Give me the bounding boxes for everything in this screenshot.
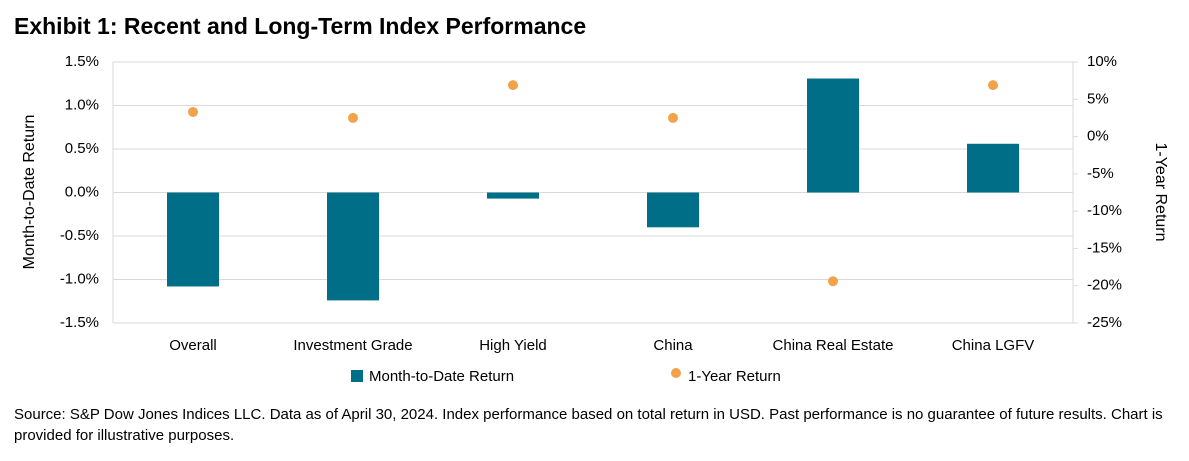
- y2-tick-label: 0%: [1087, 128, 1109, 145]
- legend-label: Month-to-Date Return: [369, 368, 514, 385]
- y2-tick-label: 10%: [1087, 53, 1117, 70]
- x-tick-label: High Yield: [479, 337, 547, 354]
- chart: Exhibit 1: Recent and Long-Term Index Pe…: [14, 13, 1169, 385]
- legend-label: 1-Year Return: [688, 368, 781, 385]
- y-tick-label: -1.5%: [60, 314, 99, 331]
- legend-swatch: [351, 370, 363, 382]
- y2-tick-label: -5%: [1087, 165, 1114, 182]
- chart-title: Exhibit 1: Recent and Long-Term Index Pe…: [14, 13, 586, 39]
- y2-axis-label: 1-Year Return: [1152, 142, 1169, 241]
- dot: [988, 80, 998, 91]
- dot: [188, 106, 198, 117]
- y-tick-label: -1.0%: [60, 270, 99, 287]
- legend-swatch: [671, 368, 681, 378]
- x-tick-label: Investment Grade: [293, 337, 412, 354]
- y2-tick-label: -15%: [1087, 239, 1122, 256]
- y-tick-label: -0.5%: [60, 227, 99, 244]
- dot: [348, 112, 358, 123]
- x-tick-label: China LGFV: [952, 337, 1035, 354]
- x-tick-label: China: [653, 337, 693, 354]
- bar: [967, 143, 1019, 193]
- bar: [807, 78, 859, 193]
- bar: [487, 192, 539, 199]
- y2-tick-label: -25%: [1087, 314, 1122, 331]
- y-tick-label: 1.0%: [65, 96, 99, 113]
- y-tick-label: 0.5%: [65, 140, 99, 157]
- y2-tick-label: -10%: [1087, 202, 1122, 219]
- dot: [668, 112, 678, 123]
- bar: [647, 192, 699, 228]
- source-note: Source: S&P Dow Jones Indices LLC. Data …: [14, 406, 1163, 444]
- bar: [167, 192, 219, 287]
- dot: [828, 276, 838, 287]
- y-tick-label: 0.0%: [65, 183, 99, 200]
- y-tick-label: 1.5%: [65, 53, 99, 70]
- bar: [327, 192, 379, 301]
- dot: [508, 80, 518, 91]
- y-axis-label: Month-to-Date Return: [21, 115, 38, 270]
- x-tick-label: Overall: [169, 337, 217, 354]
- y2-tick-label: -20%: [1087, 277, 1122, 294]
- x-tick-label: China Real Estate: [773, 337, 894, 354]
- y2-tick-label: 5%: [1087, 90, 1109, 107]
